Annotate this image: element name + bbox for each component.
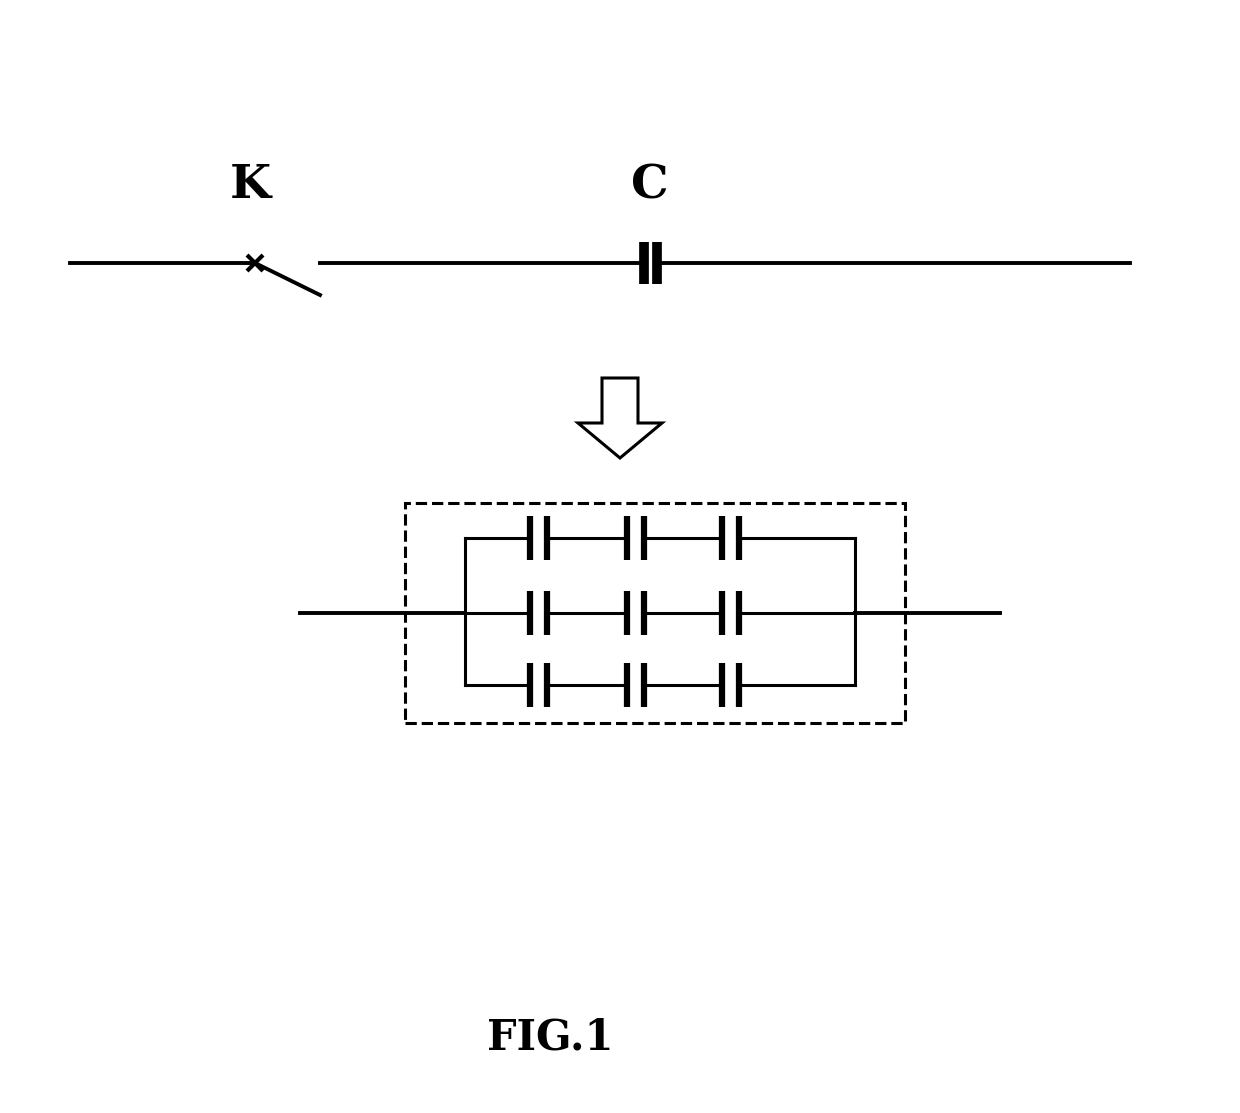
Text: K: K [229,162,270,208]
Bar [405,503,905,723]
Text: FIG.1: FIG.1 [487,1016,614,1058]
Text: C: C [631,162,668,208]
Polygon shape [578,378,662,459]
